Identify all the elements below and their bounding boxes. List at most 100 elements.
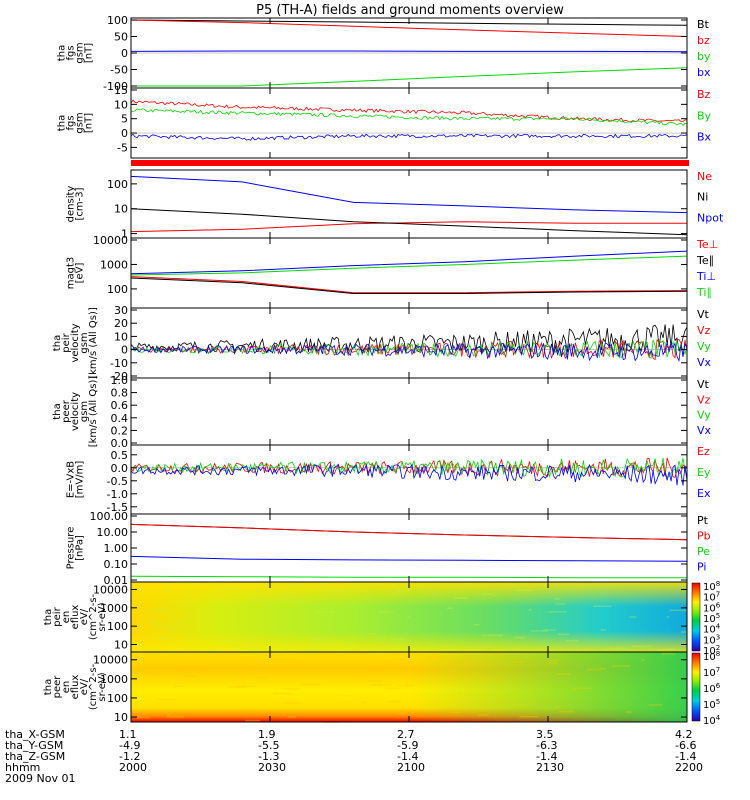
legend-Ne: Ne [697, 170, 712, 183]
x-tick-label: -5.9 [397, 739, 418, 752]
y-axis-label: E=-VxB[mV/m] [66, 461, 86, 499]
x-axis-row-label: tha_X-GSM [5, 728, 65, 741]
series-line-Bx [130, 133, 688, 141]
y-tick-label: 10 [114, 98, 128, 111]
y-tick-label: -50 [110, 64, 128, 77]
y-tick-label: 10000 [93, 654, 128, 667]
panel-8: Pt Pb Pe Pi 100.00 10.00 1.00 0.10 0.01 Pressure[… [66, 510, 711, 587]
panel-1: Bt bz by bx 100 50 0 -50 -100 thafgsgsm[nT] [57, 14, 711, 93]
y-tick-label: 0.2 [111, 424, 129, 437]
colorbar-tick-label: 106 [703, 682, 721, 695]
x-tick-label: 1.9 [258, 728, 276, 741]
legend-Npot: Npot [697, 211, 724, 224]
panel-3: Ne Ni Npot 100 10 1 density[cm-3] [66, 169, 724, 241]
legend-Ex: Ex [697, 487, 711, 500]
y-tick-label: 100 [107, 14, 128, 27]
y-tick-label: 1000 [100, 602, 128, 615]
colorbar-tick-label: 107 [703, 591, 720, 604]
y-tick-label: 1000 [100, 673, 128, 686]
y-tick-label: 0.8 [111, 387, 129, 400]
series-line-Bz [130, 99, 687, 123]
panel-frame [130, 444, 688, 515]
y-tick-label: 50 [114, 31, 128, 44]
y-tick-label: -10 [110, 357, 128, 370]
series-line-Ti∥ [130, 255, 688, 276]
y-tick-label: 0.0 [111, 462, 129, 475]
y-tick-label: -100 [103, 80, 128, 93]
legend-Vx: Vx [697, 424, 712, 437]
colorbar-tick-label: 103 [703, 633, 720, 646]
legend-bz: bz [697, 34, 710, 47]
y-tick-label: 30 [114, 304, 128, 317]
colorbar-tick-label: 104 [703, 623, 721, 636]
series-line-Ni [130, 208, 688, 236]
legend-Vz: Vz [697, 324, 711, 337]
x-tick-label: 2100 [397, 761, 425, 774]
colorbar [691, 582, 701, 652]
y-tick-label: 1.00 [104, 542, 129, 555]
y-tick-label: 100 [107, 283, 128, 296]
colorbar-tick-label: 108 [703, 580, 720, 593]
y-tick-label: -1.0 [107, 488, 128, 501]
series-line-Pb [130, 523, 688, 541]
legend-Ni: Ni [697, 191, 708, 204]
legend-by: by [697, 50, 711, 63]
y-tick-label: -20 [110, 370, 128, 383]
panel-frame [130, 513, 688, 583]
series-line-bx [130, 50, 688, 53]
series-line-by [131, 67, 688, 87]
legend-Pe: Pe [697, 545, 710, 558]
separator-bar [131, 160, 689, 166]
y-tick-label: 0 [121, 344, 128, 357]
series-line-Npot [130, 175, 688, 214]
panel-6: Vt Vz Vy Vx 1.00.80.60.40.20.0 thapeervelocit… [52, 374, 712, 450]
series-line-Ey [130, 457, 688, 478]
y-tick-label: 1000 [100, 258, 128, 271]
panel-frame [130, 377, 688, 446]
series-line-Ne [130, 221, 687, 233]
figure-title: P5 (TH-A) fields and ground moments over… [256, 3, 564, 18]
y-axis-label: density[cm-3] [66, 186, 86, 223]
x-tick-label: -1.4 [397, 750, 418, 763]
x-tick-label: -6.3 [536, 739, 557, 752]
y-tick-label: 10000 [93, 584, 128, 597]
panel-4: Te⊥ Te∥ Ti⊥ Ti∥ 10000 1000 100 magt3[eV] [66, 234, 718, 309]
date-label: 2009 Nov 01 [5, 772, 75, 785]
y-tick-label: 100 [107, 620, 128, 633]
y-axis-label: thapeirenefluxeV/(cm^2-s-sr-eV) [43, 593, 108, 640]
legend-bx: bx [697, 66, 711, 79]
series-line-Vx [130, 341, 688, 362]
y-tick-label: 0.6 [111, 399, 129, 412]
series-line-Pi [130, 555, 688, 562]
y-tick-label: 100.00 [90, 510, 129, 523]
x-axis-row-label: tha_Y-GSM [5, 739, 63, 752]
series-line-By [130, 108, 688, 126]
legend-Bx: Bx [697, 131, 712, 144]
y-tick-label: -0.5 [107, 475, 128, 488]
legend-Bz: Bz [697, 88, 711, 101]
x-tick-label: 4.2 [675, 728, 693, 741]
y-tick-label: 20 [114, 317, 128, 330]
legend-Vt: Vt [697, 378, 710, 391]
x-tick-label: 2200 [675, 761, 703, 774]
x-tick-label: -1.4 [675, 750, 696, 763]
x-tick-label: -1.2 [119, 750, 140, 763]
y-tick-label: 10 [114, 638, 128, 651]
y-tick-label: 0.4 [111, 412, 129, 425]
series-line-Te∥ [130, 277, 688, 294]
legend-Pt: Pt [697, 514, 709, 527]
y-tick-label: 1 [121, 228, 128, 241]
x-tick-label: 2130 [536, 761, 564, 774]
legend-Vt: Vt [697, 308, 710, 321]
colorbar-tick-label: 106 [703, 601, 721, 614]
y-tick-label: 0.01 [104, 574, 129, 587]
y-axis-label: thapeirvelocitygsm[km/s (All Qs)] [52, 307, 99, 379]
series-line-Vy [130, 339, 688, 359]
legend-Vx: Vx [697, 356, 712, 369]
panel-frame [130, 307, 688, 379]
y-tick-label: -1.5 [107, 501, 128, 514]
legend-Ti∥: Ti∥ [696, 286, 712, 299]
